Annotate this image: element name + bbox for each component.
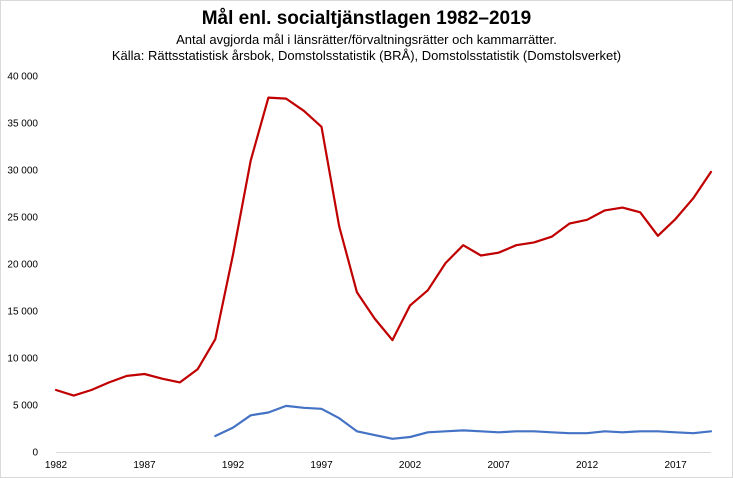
y-tick-label: 20 000 (7, 260, 38, 271)
x-tick-label: 1987 (133, 460, 156, 471)
y-tick-label: 25 000 (7, 213, 38, 224)
y-tick-label: 5 000 (13, 401, 38, 412)
series-line-2 (214, 404, 713, 440)
y-tick-label: 10 000 (7, 354, 38, 365)
chart-title: Mål enl. socialtjänstlagen 1982–2019 (201, 8, 532, 29)
x-tick-label: 2012 (576, 460, 599, 471)
x-tick-label: 2007 (487, 460, 510, 471)
y-tick-label: 15 000 (7, 307, 38, 318)
x-tick-label: 2017 (664, 460, 687, 471)
chart-subtitle-line-2: Källa: Rättsstatistisk årsbok, Domstolss… (111, 48, 622, 63)
y-tick-label: 35 000 (7, 119, 38, 130)
x-tick-label: 1992 (222, 460, 245, 471)
chart-subtitle-line-1: Antal avgjorda mål i länsrätter/förvaltn… (176, 32, 557, 47)
y-tick-label: 30 000 (7, 166, 38, 177)
x-tick-label: 2002 (399, 460, 422, 471)
y-tick-label: 0 (32, 448, 38, 459)
series-line-1 (54, 96, 713, 397)
x-tick-label: 1982 (45, 460, 68, 471)
x-tick-label: 1997 (310, 460, 333, 471)
y-tick-label: 40 000 (7, 72, 38, 83)
